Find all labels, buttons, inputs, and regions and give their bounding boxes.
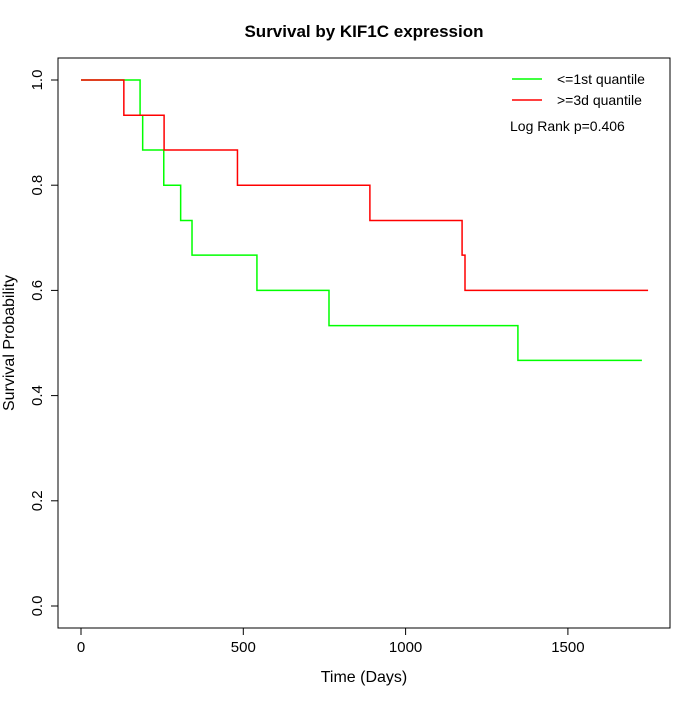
chart-title: Survival by KIF1C expression [244,22,483,41]
y-tick-label: 1.0 [29,70,46,91]
pvalue-annotation: Log Rank p=0.406 [510,118,625,134]
y-tick-label: 0.8 [29,175,46,196]
y-tick-label: 0.4 [29,385,46,406]
survival-curve-high [81,79,649,292]
x-tick-label: 500 [231,639,256,656]
y-tick-label: 0.0 [29,596,46,617]
y-tick-label: 0.2 [29,490,46,511]
x-tick-label: 0 [77,639,85,656]
legend: <=1st quantile >=3d quantile Log Rank p=… [510,71,645,134]
y-axis-label: Survival Probability [1,275,18,411]
x-axis-label: Time (Days) [321,669,408,686]
y-tick-label: 0.6 [29,280,46,301]
legend-label-low: <=1st quantile [557,71,645,87]
x-tick-label: 1500 [551,639,584,656]
legend-label-high: >=3d quantile [557,92,642,108]
plot-frame [57,57,671,629]
x-tick-label: 1000 [389,639,422,656]
